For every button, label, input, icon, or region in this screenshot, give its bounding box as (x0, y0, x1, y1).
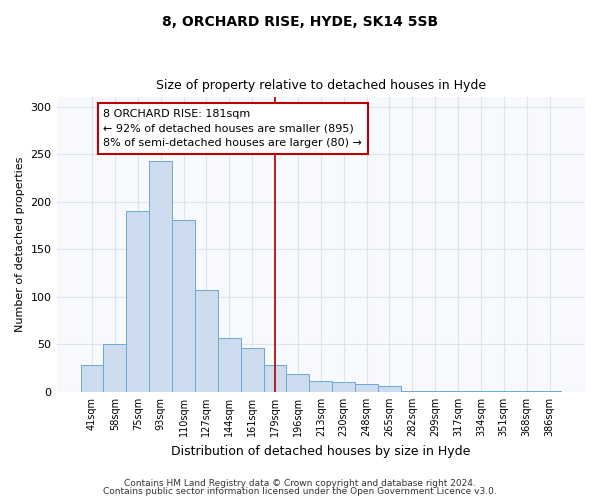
Y-axis label: Number of detached properties: Number of detached properties (15, 157, 25, 332)
Text: Contains HM Land Registry data © Crown copyright and database right 2024.: Contains HM Land Registry data © Crown c… (124, 478, 476, 488)
Bar (515, 391, 538, 392)
X-axis label: Distribution of detached houses by size in Hyde: Distribution of detached houses by size … (171, 444, 470, 458)
Bar (378, 386, 401, 392)
Bar (127, 212, 149, 392)
Title: Size of property relative to detached houses in Hyde: Size of property relative to detached ho… (156, 79, 486, 92)
Text: Contains public sector information licensed under the Open Government Licence v3: Contains public sector information licen… (103, 487, 497, 496)
Bar (446, 391, 469, 392)
Bar (538, 391, 561, 392)
Bar (172, 220, 195, 392)
Bar (241, 348, 263, 392)
Bar (286, 374, 310, 392)
Bar (332, 382, 355, 392)
Bar (493, 391, 515, 392)
Bar (401, 391, 424, 392)
Text: 8 ORCHARD RISE: 181sqm
← 92% of detached houses are smaller (895)
8% of semi-det: 8 ORCHARD RISE: 181sqm ← 92% of detached… (103, 108, 362, 148)
Text: 8, ORCHARD RISE, HYDE, SK14 5SB: 8, ORCHARD RISE, HYDE, SK14 5SB (162, 15, 438, 29)
Bar (218, 338, 241, 392)
Bar (424, 391, 446, 392)
Bar (103, 344, 127, 392)
Bar (80, 366, 103, 392)
Bar (195, 290, 218, 392)
Bar (469, 391, 493, 392)
Bar (310, 380, 332, 392)
Bar (149, 161, 172, 392)
Bar (263, 366, 286, 392)
Bar (355, 384, 378, 392)
